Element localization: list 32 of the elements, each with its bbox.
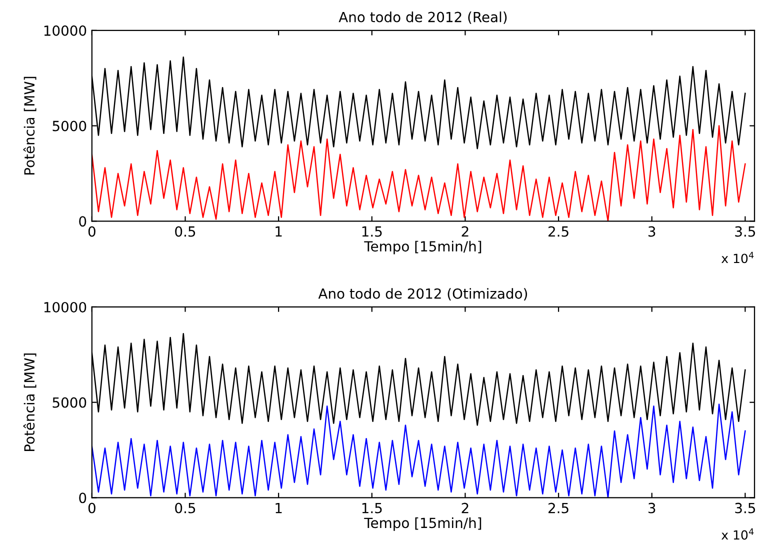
x-tick-label: 2 (462, 226, 468, 237)
x-tick-label: 2.5 (548, 502, 568, 514)
text: x 10$^{4}$ (721, 252, 754, 264)
x-tick-label: 1 (276, 502, 282, 514)
x-tick-label: 2.5 (548, 226, 568, 237)
chart-title: Ano todo de 2012 (Real) (338, 12, 507, 24)
x-tick-label: 3.5 (735, 226, 756, 237)
x-tick-label: 3 (648, 502, 656, 514)
x-tick-label: 1.5 (362, 226, 382, 237)
line-series (92, 125, 746, 222)
chart-title: Ano todo de 2012 (Otimizado) (318, 288, 528, 300)
x-tick-label: 3.5 (735, 502, 756, 514)
x-tick-label: 0 (88, 226, 96, 237)
x-tick-label: 1.5 (362, 502, 382, 514)
x-axis-title: Tempo [15min/h] (364, 517, 482, 531)
y-tick-label: 5000 (52, 397, 86, 408)
y-tick-label: 0 (79, 216, 86, 227)
line-series (92, 404, 746, 498)
text: x 10$^{4}$ (721, 528, 754, 540)
x-axis-title: Tempo [15min/h] (364, 240, 482, 254)
x-tick-label: 0.5 (175, 226, 196, 237)
x-tick-label: 0 (88, 502, 96, 514)
x-tick-label: 2 (462, 502, 468, 514)
x-tick-label: 3 (648, 226, 656, 237)
y-tick-label: 0 (79, 492, 86, 504)
x-tick-label: 0.5 (175, 502, 196, 514)
y-axis-title: Potência [MW] (23, 353, 36, 452)
y-tick-label: 10000 (44, 25, 86, 36)
y-tick-label: 5000 (52, 120, 86, 132)
y-axis-title: Potência [MW] (23, 76, 36, 174)
x-tick-label: 1 (276, 226, 282, 237)
y-tick-label: 10000 (44, 302, 86, 312)
